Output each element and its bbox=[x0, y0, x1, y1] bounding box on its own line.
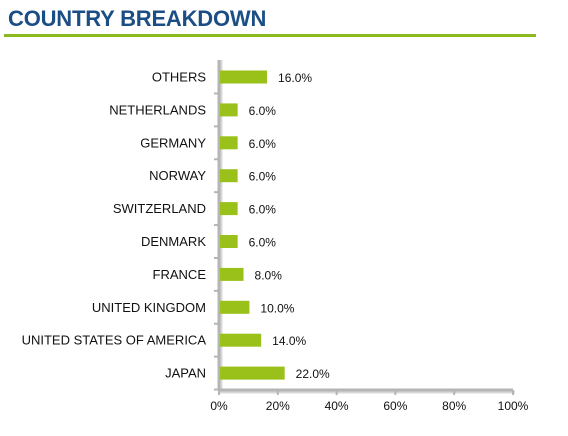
x-tick-label: 100% bbox=[498, 399, 529, 413]
category-label: NETHERLANDS bbox=[109, 102, 206, 117]
category-label: DENMARK bbox=[141, 234, 206, 249]
value-label: 14.0% bbox=[272, 334, 306, 348]
category-label: NORWAY bbox=[149, 168, 206, 183]
bar bbox=[220, 202, 238, 216]
value-label: 22.0% bbox=[296, 367, 330, 381]
value-label: 6.0% bbox=[249, 104, 277, 118]
category-label: JAPAN bbox=[165, 366, 206, 381]
category-label: UNITED KINGDOM bbox=[92, 300, 206, 315]
bar bbox=[220, 103, 238, 117]
category-label: GERMANY bbox=[140, 135, 206, 150]
value-label: 10.0% bbox=[260, 301, 294, 315]
value-label: 16.0% bbox=[278, 71, 312, 85]
x-tick-label: 20% bbox=[266, 399, 290, 413]
chart-title: COUNTRY BREAKDOWN bbox=[8, 6, 267, 31]
bar bbox=[220, 235, 238, 248]
bar bbox=[220, 136, 238, 150]
x-tick-label: 0% bbox=[210, 399, 228, 413]
category-label: SWITZERLAND bbox=[113, 201, 206, 216]
category-label: OTHERS bbox=[152, 70, 207, 85]
bar bbox=[220, 300, 250, 314]
bar bbox=[220, 333, 262, 347]
bar bbox=[220, 366, 285, 380]
title-underline bbox=[4, 34, 536, 37]
value-label: 6.0% bbox=[249, 203, 277, 217]
value-label: 6.0% bbox=[249, 170, 277, 184]
value-label: 6.0% bbox=[249, 137, 277, 151]
x-tick-label: 60% bbox=[383, 399, 407, 413]
x-tick-label: 40% bbox=[325, 399, 349, 413]
category-label: UNITED STATES OF AMERICA bbox=[22, 333, 207, 348]
bar bbox=[220, 267, 244, 281]
value-label: 8.0% bbox=[255, 268, 283, 282]
value-label: 6.0% bbox=[249, 236, 277, 250]
bar bbox=[220, 70, 268, 84]
category-label: FRANCE bbox=[153, 267, 207, 282]
x-tick-label: 80% bbox=[442, 399, 466, 413]
bar bbox=[220, 169, 238, 183]
